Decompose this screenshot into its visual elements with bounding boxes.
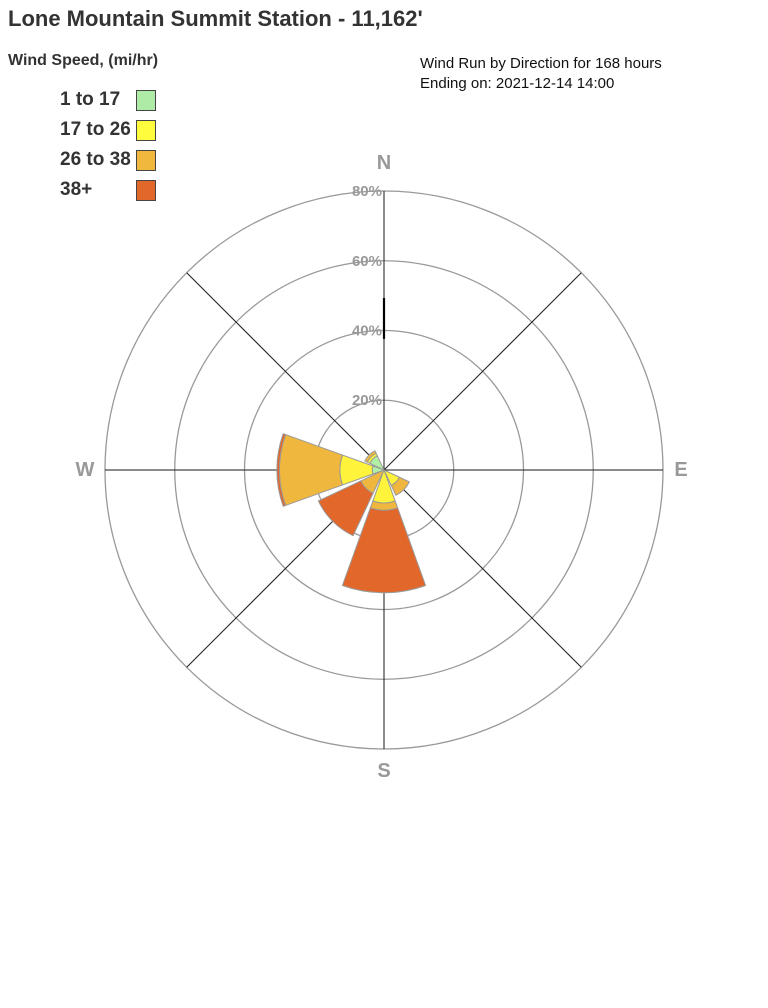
svg-text:W: W [76,459,95,481]
svg-text:E: E [674,459,687,481]
svg-text:80%: 80% [352,183,382,200]
svg-text:60%: 60% [352,253,382,270]
svg-text:40%: 40% [352,323,382,340]
svg-text:N: N [377,152,391,174]
svg-text:20%: 20% [352,392,382,409]
svg-text:S: S [377,760,390,782]
